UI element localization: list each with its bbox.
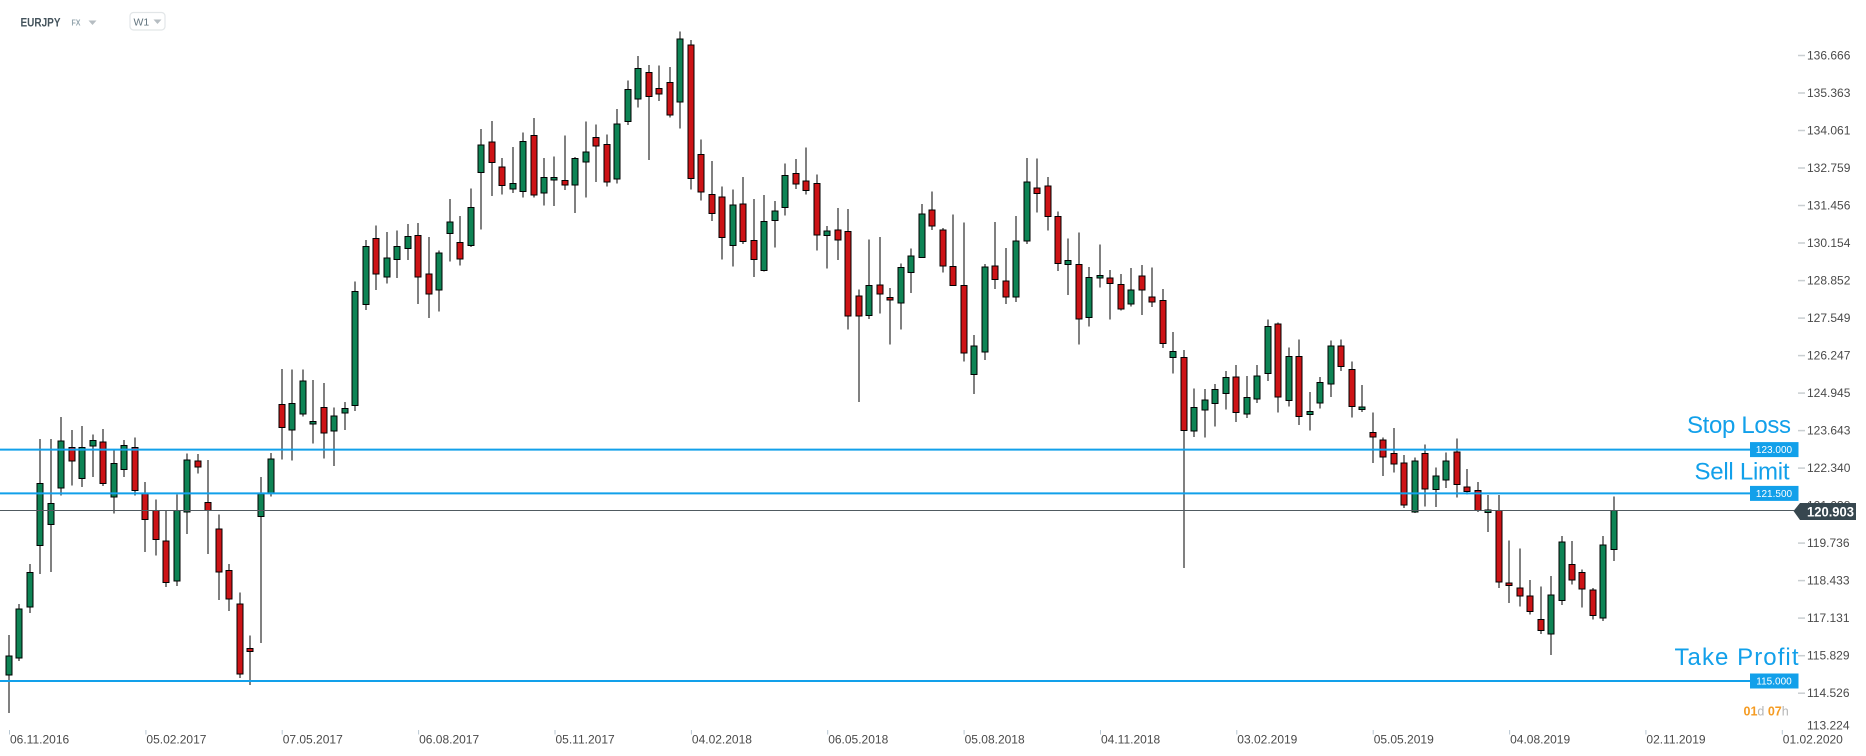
svg-text:134.061: 134.061 xyxy=(1807,124,1851,138)
svg-text:03.02.2019: 03.02.2019 xyxy=(1237,733,1297,747)
svg-text:FX: FX xyxy=(72,18,81,28)
svg-text:05.05.2019: 05.05.2019 xyxy=(1374,733,1434,747)
svg-text:122.340: 122.340 xyxy=(1807,461,1851,475)
svg-text:115.829: 115.829 xyxy=(1807,649,1850,663)
svg-text:118.433: 118.433 xyxy=(1807,574,1850,588)
svg-text:05.11.2017: 05.11.2017 xyxy=(556,733,615,747)
svg-text:06.08.2017: 06.08.2017 xyxy=(419,733,479,747)
svg-text:01d 07h: 01d 07h xyxy=(1744,705,1789,719)
svg-text:121.500: 121.500 xyxy=(1756,489,1793,500)
svg-text:01.02.2020: 01.02.2020 xyxy=(1783,733,1843,747)
svg-text:135.363: 135.363 xyxy=(1807,86,1851,100)
svg-text:117.131: 117.131 xyxy=(1807,611,1850,625)
svg-text:06.05.2018: 06.05.2018 xyxy=(828,733,888,747)
svg-text:EURJPY: EURJPY xyxy=(21,18,61,30)
svg-text:04.08.2019: 04.08.2019 xyxy=(1510,733,1570,747)
svg-text:124.945: 124.945 xyxy=(1807,386,1851,400)
svg-text:123.643: 123.643 xyxy=(1807,424,1851,438)
svg-text:02.11.2019: 02.11.2019 xyxy=(1646,733,1705,747)
svg-text:130.154: 130.154 xyxy=(1807,236,1851,250)
svg-text:126.247: 126.247 xyxy=(1807,349,1851,363)
svg-text:04.02.2018: 04.02.2018 xyxy=(692,733,752,747)
svg-text:05.02.2017: 05.02.2017 xyxy=(146,733,206,747)
svg-text:04.11.2018: 04.11.2018 xyxy=(1101,733,1160,747)
svg-text:07.05.2017: 07.05.2017 xyxy=(283,733,343,747)
svg-text:128.852: 128.852 xyxy=(1807,274,1851,288)
svg-text:120.903: 120.903 xyxy=(1807,504,1854,520)
svg-text:114.526: 114.526 xyxy=(1807,686,1850,700)
svg-text:06.11.2016: 06.11.2016 xyxy=(10,733,69,747)
svg-text:123.000: 123.000 xyxy=(1756,445,1793,456)
svg-text:113.224: 113.224 xyxy=(1807,718,1850,732)
svg-text:115.000: 115.000 xyxy=(1756,677,1792,688)
svg-text:Take Profit: Take Profit xyxy=(1675,644,1799,671)
svg-text:Stop Loss: Stop Loss xyxy=(1687,412,1791,439)
svg-text:Sell Limit: Sell Limit xyxy=(1695,458,1790,485)
svg-text:132.759: 132.759 xyxy=(1807,161,1851,175)
svg-text:131.456: 131.456 xyxy=(1807,199,1851,213)
svg-text:05.08.2018: 05.08.2018 xyxy=(965,733,1025,747)
svg-text:W1: W1 xyxy=(134,17,150,29)
svg-text:127.549: 127.549 xyxy=(1807,311,1851,325)
svg-text:119.736: 119.736 xyxy=(1807,536,1850,550)
svg-text:136.666: 136.666 xyxy=(1807,49,1851,63)
